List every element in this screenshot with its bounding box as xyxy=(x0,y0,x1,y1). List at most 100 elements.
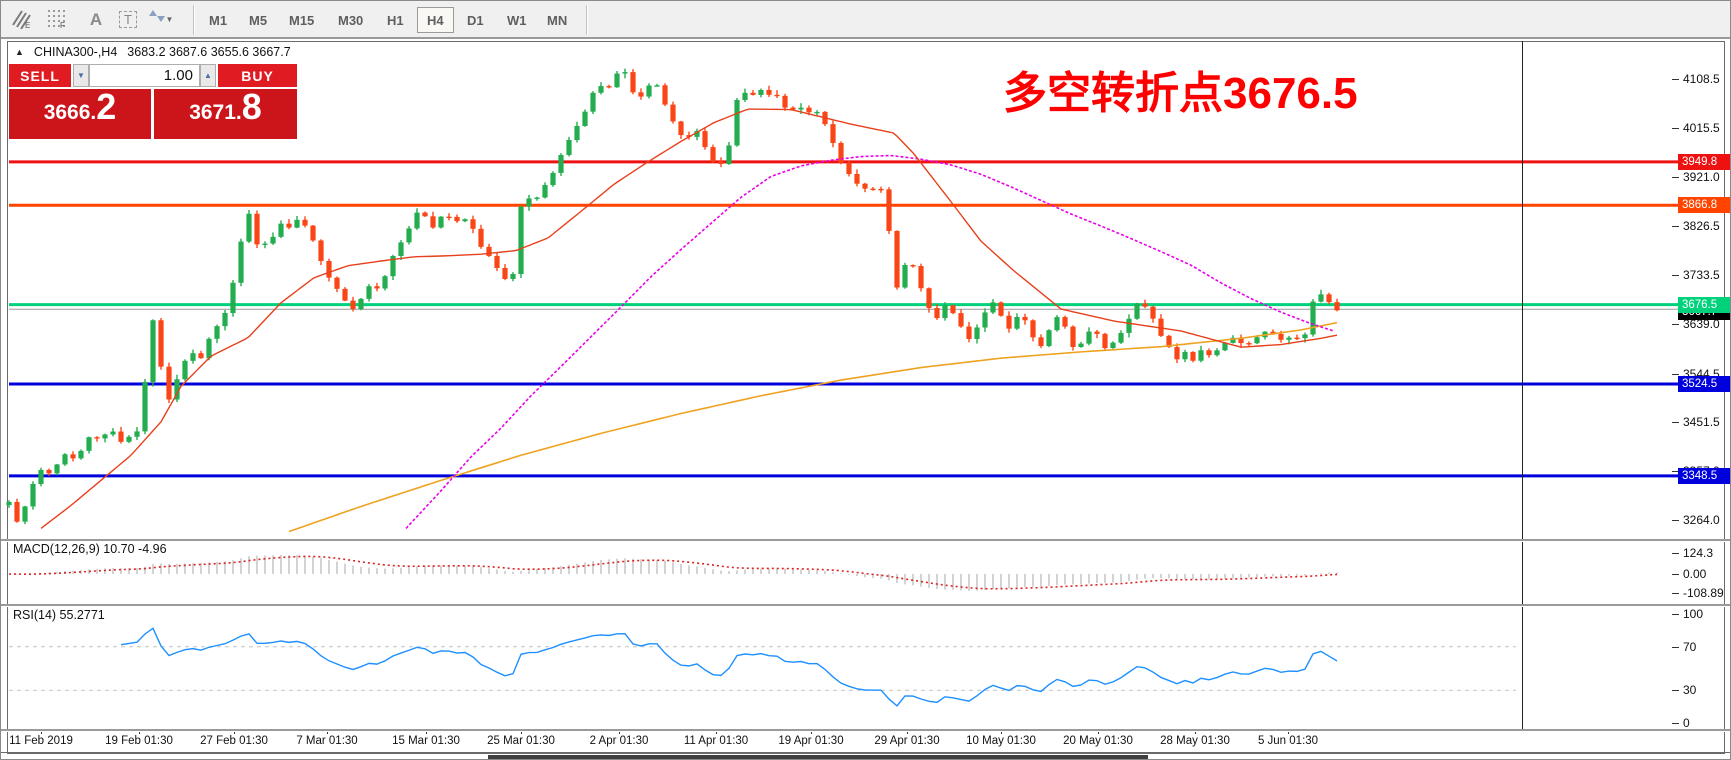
time-axis-label[interactable]: 15 Mar 01:30 xyxy=(392,735,460,747)
timeframe-button-m15[interactable]: M15 xyxy=(289,12,315,28)
time-axis-label[interactable]: 29 Apr 01:30 xyxy=(874,735,940,747)
time-axis-label[interactable]: 11 Apr 01:30 xyxy=(683,735,749,747)
time-tick-mark xyxy=(426,730,427,734)
time-tick-mark xyxy=(1195,730,1196,734)
level-price-label: 3524.5 xyxy=(1678,375,1730,392)
price-tick-label: 3826.5 xyxy=(1683,219,1720,234)
timeframe-button-h1[interactable]: H1 xyxy=(387,12,404,28)
arrows-tool-icon xyxy=(149,10,165,22)
time-tick-mark xyxy=(1001,730,1002,734)
volume-input[interactable] xyxy=(89,64,200,87)
ma-line xyxy=(288,321,1338,533)
text-tool-button[interactable]: T xyxy=(113,6,143,33)
timeframe-button-mn[interactable]: MN xyxy=(547,12,568,28)
candles-group xyxy=(6,68,1340,525)
macd-tick-label: 0.00 xyxy=(1683,567,1707,581)
macd-tick-label: -108.89 xyxy=(1683,586,1724,600)
price-tick-mark xyxy=(1672,274,1679,276)
time-axis-label[interactable]: 7 Mar 01:30 xyxy=(296,735,358,747)
arrows-tool-button[interactable]: ▼ xyxy=(147,6,189,33)
toolbar-separator xyxy=(193,5,195,35)
caret-down-icon: ▼ xyxy=(77,71,85,80)
time-axis-label[interactable]: 20 May 01:30 xyxy=(1063,735,1133,747)
macd-tick-mark xyxy=(1672,574,1679,575)
price-tick-mark xyxy=(1672,176,1679,178)
sell-button[interactable]: SELL xyxy=(9,64,71,87)
time-axis-label[interactable]: 28 May 01:30 xyxy=(1160,735,1230,747)
time-tick-mark xyxy=(907,730,908,734)
price-tick-label: 4108.5 xyxy=(1683,72,1720,86)
svg-text:F: F xyxy=(60,21,65,29)
time-tick-mark xyxy=(139,730,140,734)
time-tick-mark xyxy=(1098,730,1099,734)
fibonacci-grid-icon: F xyxy=(48,10,65,29)
line-studies-tool-button[interactable]: E xyxy=(9,6,41,33)
time-axis-label[interactable]: 2 Apr 01:30 xyxy=(589,735,649,747)
dropdown-caret-icon: ▼ xyxy=(165,15,174,24)
pane-divider[interactable] xyxy=(1,539,1730,542)
collapse-trade-panel-icon[interactable]: ▲ xyxy=(15,47,24,57)
rsi-tick-label: 100 xyxy=(1683,607,1704,621)
volume-decrement-button[interactable]: ▼ xyxy=(73,64,89,87)
timeframe-button-m1[interactable]: M1 xyxy=(209,12,228,28)
caret-up-icon: ▲ xyxy=(204,71,212,80)
price-tick-mark xyxy=(1672,226,1679,228)
horizontal-scrollbar[interactable] xyxy=(488,755,1148,759)
pane-divider[interactable] xyxy=(1,604,1730,607)
macd-tick-label: 124.3 xyxy=(1683,546,1714,560)
text-label-tool-button[interactable]: A xyxy=(89,9,103,29)
rsi-line xyxy=(120,627,1338,707)
level-price-label: 3348.5 xyxy=(1678,467,1730,484)
ohlc-values: 3683.2 3687.6 3655.6 3667.7 xyxy=(127,45,291,59)
price-tick-mark xyxy=(1672,422,1679,424)
rsi-tick-label: 30 xyxy=(1683,683,1697,698)
level-price-label: 3949.8 xyxy=(1678,153,1730,170)
time-axis-label[interactable]: 25 Mar 01:30 xyxy=(487,735,555,747)
rsi-tick-mark xyxy=(1672,646,1679,648)
rsi-tick-mark xyxy=(1672,723,1679,724)
time-axis-label[interactable]: 27 Feb 01:30 xyxy=(200,735,268,747)
macd-tick-mark xyxy=(1672,553,1679,554)
price-tick-mark xyxy=(1672,79,1679,80)
time-axis-label[interactable]: 11 Feb 2019 xyxy=(9,735,73,747)
rsi-tick-mark xyxy=(1672,690,1679,692)
time-axis-label[interactable]: 19 Feb 01:30 xyxy=(105,735,173,747)
ma-line xyxy=(405,154,1335,529)
price-tick-label: 3921.0 xyxy=(1683,169,1720,184)
time-tick-mark xyxy=(234,730,235,734)
rsi-tick-label: 0 xyxy=(1683,716,1690,730)
window-bottom-border xyxy=(1,752,1730,753)
chart-annotation-text: 多空转折点3676.5 xyxy=(1003,69,1358,118)
buy-price-panel[interactable]: 3671. 8 xyxy=(154,89,297,139)
price-tick-label: 3733.5 xyxy=(1683,267,1720,282)
time-axis-label[interactable]: 5 Jun 01:30 xyxy=(1257,735,1319,747)
timeframe-button-h4[interactable]: H4 xyxy=(417,7,454,33)
fibonacci-tool-button[interactable]: F xyxy=(45,6,77,33)
timeframe-button-w1[interactable]: W1 xyxy=(507,12,527,28)
timeframe-button-m5[interactable]: M5 xyxy=(249,12,268,28)
price-tick-label: 3451.5 xyxy=(1683,415,1720,430)
buy-price-main: 3671 xyxy=(189,101,236,124)
price-axis-line xyxy=(1522,41,1523,731)
time-axis-label[interactable]: 10 May 01:30 xyxy=(966,735,1036,747)
timeframe-button-d1[interactable]: D1 xyxy=(467,12,484,28)
time-tick-mark xyxy=(521,730,522,734)
volume-increment-button[interactable]: ▲ xyxy=(200,64,216,87)
rsi-indicator-label: RSI(14) 55.2771 xyxy=(13,608,105,622)
price-tick-mark xyxy=(1672,324,1679,326)
pane-divider[interactable] xyxy=(1,729,1730,732)
level-price-label: 3866.8 xyxy=(1678,197,1730,214)
chart-title: ▲ CHINA300-,H4 3683.2 3687.6 3655.6 3667… xyxy=(15,45,291,59)
time-tick-mark xyxy=(619,730,620,734)
svg-text:E: E xyxy=(25,21,30,29)
time-axis-label[interactable]: 19 Apr 01:30 xyxy=(778,735,844,747)
text-box-icon: T xyxy=(119,11,137,28)
sell-price-panel[interactable]: 3666. 2 xyxy=(9,89,151,139)
price-tick-mark xyxy=(1672,520,1679,522)
timeframe-button-m30[interactable]: M30 xyxy=(338,12,364,28)
time-tick-mark xyxy=(327,730,328,734)
time-tick-mark xyxy=(1288,730,1289,734)
buy-button[interactable]: BUY xyxy=(218,64,297,87)
